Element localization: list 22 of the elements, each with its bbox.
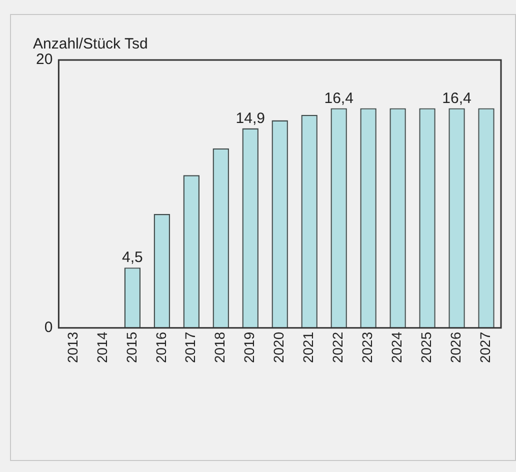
x-tick-label: 2013: [64, 332, 80, 364]
data-label: 16,4: [442, 90, 472, 107]
x-tick-label: 2016: [152, 332, 169, 364]
x-tick-label: 2022: [330, 332, 346, 364]
x-tick-label: 2025: [418, 332, 434, 364]
y-tick-label: 0: [44, 318, 53, 336]
x-tick-label: 2023: [359, 332, 376, 364]
x-tick-label: 2015: [123, 332, 140, 364]
x-tick-label: 2024: [388, 332, 405, 364]
x-tick-label: 2027: [477, 332, 494, 364]
x-tick-label: 2018: [212, 332, 228, 364]
x-tick-label: 2019: [241, 332, 258, 364]
data-label: 4,5: [122, 249, 143, 266]
x-tick-label: 2014: [94, 332, 110, 364]
x-tick-label: 2021: [300, 332, 316, 364]
y-axis-title: Anzahl/Stück Tsd: [33, 36, 148, 53]
y-tick-label: 20: [36, 51, 53, 68]
data-label: 16,4: [324, 90, 354, 107]
data-label: 14,9: [236, 110, 265, 127]
x-tick-label: 2026: [448, 332, 464, 364]
x-tick-label: 2017: [182, 332, 198, 364]
x-tick-label: 2020: [270, 332, 287, 364]
